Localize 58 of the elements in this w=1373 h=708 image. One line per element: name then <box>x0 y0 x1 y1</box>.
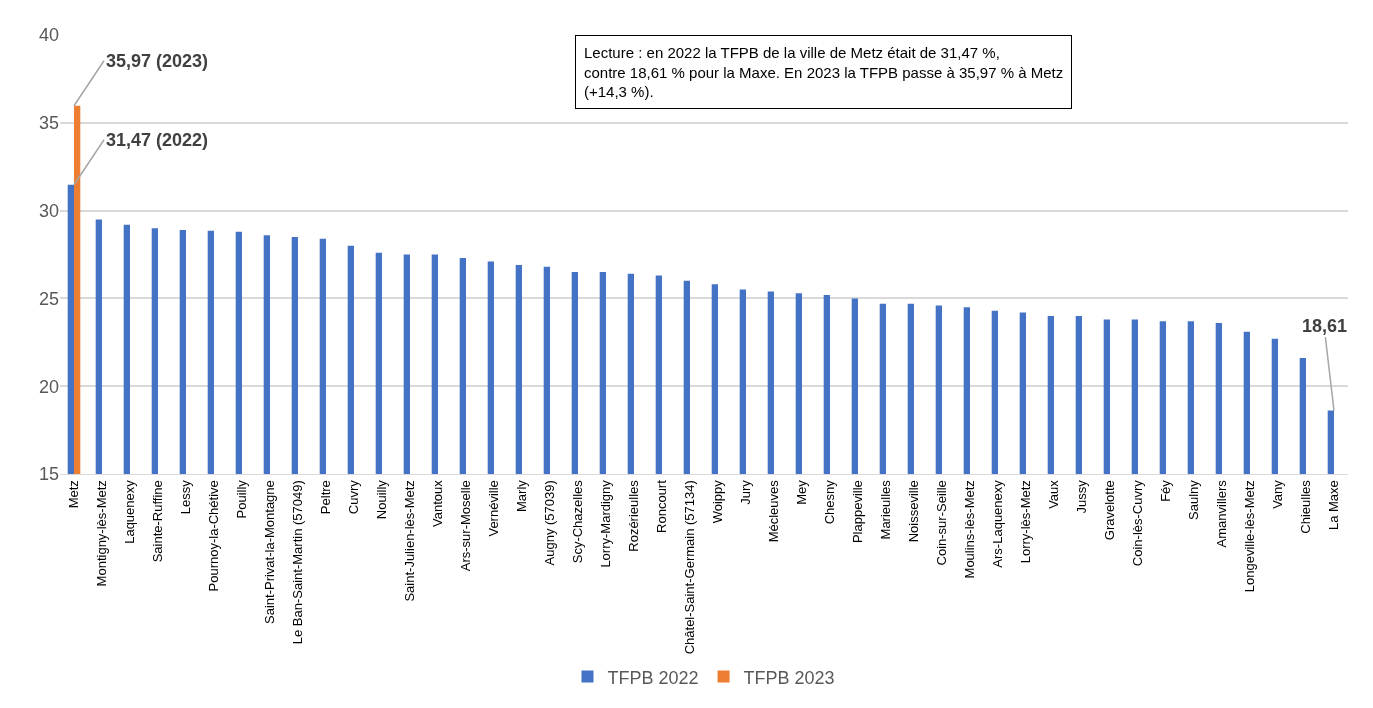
x-tick-label: Noisseville <box>906 480 922 543</box>
x-tick-label: Longeville-lès-Metz <box>1242 480 1258 593</box>
x-tick-label: Amanvillers <box>1214 479 1230 548</box>
x-tick-label: Lessy <box>178 479 194 515</box>
x-tick-label: Chieulles <box>1298 479 1314 534</box>
annotation: 31,47 (2022) <box>106 130 209 150</box>
x-tick-label: Sainte-Ruffine <box>150 480 166 563</box>
x-tick-label: Rozérieulles <box>626 479 642 552</box>
y-tick-label: 30 <box>38 200 59 221</box>
x-tick-label: Lorry-Mardigny <box>598 479 614 568</box>
x-tick-label: Mey <box>794 479 810 505</box>
x-tick-label: Coin-sur-Seille <box>934 480 950 566</box>
x-tick-label: La Maxe <box>1326 480 1342 531</box>
y-tick-label: 25 <box>38 288 59 309</box>
y-tick-label: 40 <box>38 25 59 46</box>
y-tick-label: 20 <box>38 376 59 397</box>
x-tick-label: Peltre <box>318 480 334 515</box>
x-tick-label: Mécleuves <box>766 479 782 543</box>
annotation: Lecture : en 2022 la TFPB de la ville de Metz était de 31,47 %, contre 18,61 % pour la Maxe. En 2023 la TFPB passe à 35,97 % à Metz (+14,3 %). <box>584 44 1064 100</box>
legend-label: TFPB 2023 <box>743 667 835 688</box>
x-tick-label: Plappeville <box>850 480 866 544</box>
x-tick-label: Vantoux <box>430 479 446 527</box>
x-tick-label: Nouilly <box>374 479 390 520</box>
x-tick-label: Jussy <box>1074 479 1090 514</box>
x-tick-label: Laquenexy <box>122 479 138 544</box>
legend-label: TFPB 2022 <box>607 667 699 688</box>
x-tick-label: Pournoy-la-Chétive <box>206 480 222 592</box>
x-tick-label: Cuvry <box>346 479 362 515</box>
x-tick-label: Marly <box>514 479 530 512</box>
x-tick-label: Jury <box>738 479 754 505</box>
x-tick-label: Gravelotte <box>1102 480 1118 541</box>
x-tick-label: Vernéville <box>486 480 502 537</box>
x-tick-label: Pouilly <box>234 479 250 519</box>
x-tick-label: Vany <box>1270 479 1286 509</box>
annotation: 35,97 (2023) <box>106 51 209 71</box>
x-tick-label: Châtel-Saint-Germain (57134) <box>682 480 698 655</box>
x-tick-label: Saint-Privat-la-Montagne <box>262 480 278 624</box>
x-tick-label: Lorry-lès-Metz <box>1018 480 1034 564</box>
x-tick-label: Saint-Julien-lès-Metz <box>402 480 418 602</box>
x-tick-label: Ars-Laquenexy <box>990 479 1006 568</box>
x-tick-label: Moulins-lès-Metz <box>962 480 978 579</box>
x-tick-label: Le Ban-Saint-Martin (57049) <box>290 480 306 645</box>
x-tick-label: Augny (57039) <box>542 480 558 566</box>
x-tick-label: Woippy <box>710 479 726 524</box>
x-tick-label: Scy-Chazelles <box>570 479 586 564</box>
x-tick-label: Ars-sur-Moselle <box>458 480 474 572</box>
x-tick-label: Metz <box>66 480 82 509</box>
annotation: 18,61 <box>1302 316 1348 336</box>
x-tick-label: Montigny-lès-Metz <box>94 480 110 587</box>
y-tick-label: 35 <box>38 113 59 134</box>
x-tick-label: Féy <box>1158 479 1174 502</box>
x-tick-label: Coin-lès-Cuvry <box>1130 479 1146 567</box>
x-tick-label: Roncourt <box>654 479 670 533</box>
x-tick-label: Saulny <box>1186 479 1202 520</box>
x-tick-label: Chesny <box>822 479 838 525</box>
y-tick-label: 15 <box>38 464 59 485</box>
x-tick-label: Marieulles <box>878 479 894 540</box>
x-tick-label: Vaux <box>1046 479 1062 509</box>
